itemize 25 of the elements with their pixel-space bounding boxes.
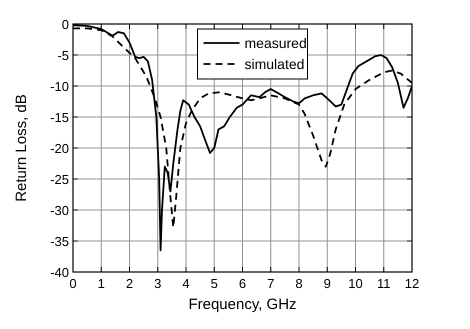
- x-tick-label: 7: [267, 276, 274, 291]
- x-tick-label: 5: [210, 276, 218, 291]
- y-tick-label: -10: [50, 79, 69, 94]
- y-tick-label: -20: [50, 141, 69, 156]
- y-tick-label: -5: [57, 48, 69, 63]
- y-tick-label: -30: [50, 203, 69, 218]
- x-tick-label: 4: [182, 276, 190, 291]
- y-tick-label: -35: [50, 234, 69, 249]
- x-tick-label: 3: [154, 276, 162, 291]
- x-tick-label: 12: [404, 276, 420, 291]
- y-tick-label: -15: [50, 110, 69, 125]
- y-tick-label: -25: [50, 172, 69, 187]
- y-axis-title: Return Loss, dB: [13, 94, 30, 202]
- y-tick-label: 0: [62, 17, 69, 32]
- x-tick-label: 11: [377, 276, 390, 291]
- x-axis-title: Frequency, GHz: [188, 296, 297, 313]
- x-tick-label: 1: [98, 276, 105, 291]
- x-tick-label: 10: [348, 276, 363, 291]
- legend-label: measured: [244, 35, 307, 51]
- y-tick-label: -40: [50, 265, 69, 280]
- legend-label: simulated: [244, 56, 304, 72]
- x-tick-label: 8: [295, 276, 303, 291]
- x-tick-label: 6: [238, 276, 246, 291]
- x-tick-label: 2: [126, 276, 134, 291]
- x-tick-label: 9: [324, 276, 331, 291]
